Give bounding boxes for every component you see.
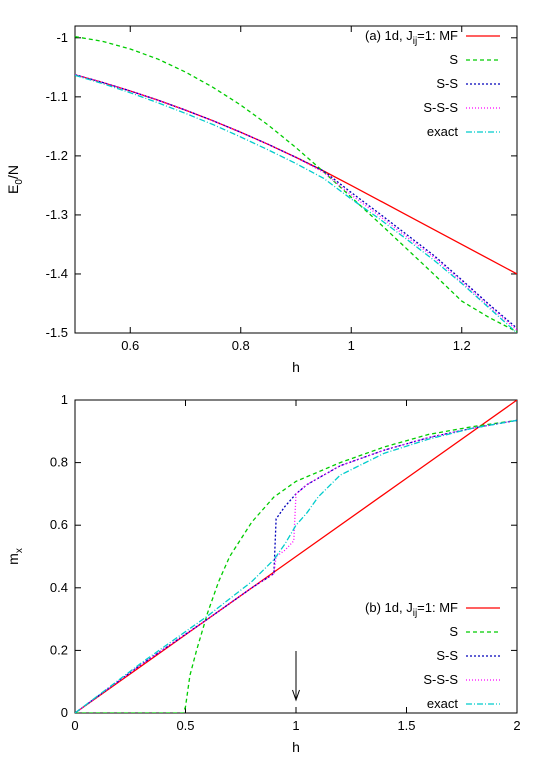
panel-a-energy-chart: 0.6 0.8 1 1.2 -1.5 -1.4 -1.3 -1.2 -1.1 -1 h E0/N (a)… xyxy=(5,25,518,375)
y-tick-label: -1.5 xyxy=(46,325,68,340)
legend-label: S-S xyxy=(436,76,458,91)
series-line-mf xyxy=(75,400,517,713)
y-axis-label: mx xyxy=(5,548,25,565)
x-tick-label: 2 xyxy=(513,718,520,733)
series-line-s-s xyxy=(75,74,517,329)
y-tick-label: -1.3 xyxy=(46,207,68,222)
series-line-s xyxy=(75,419,517,713)
series-group xyxy=(75,35,517,333)
x-tick-label: 0.8 xyxy=(232,338,250,353)
series-line-exact xyxy=(75,419,517,713)
y-tick-label: 0.4 xyxy=(50,580,68,595)
y-tick-label: 0.2 xyxy=(50,642,68,657)
series-line-exact xyxy=(75,74,517,333)
y-tick-label: -1.2 xyxy=(46,148,68,163)
x-tick-label: 1.5 xyxy=(397,718,415,733)
plot-frame xyxy=(74,25,518,334)
legend-label: exact xyxy=(427,696,458,711)
x-tick-label: 0.5 xyxy=(176,718,194,733)
legend-label: S-S xyxy=(436,648,458,663)
panel-b-magnetization-chart: 0 0.5 1 1.5 2 0 0.2 0.4 0.6 0.8 1 h mx (b) 1d, Jij=1:… xyxy=(5,392,521,755)
y-tick-label: 1 xyxy=(61,392,68,407)
series-line-s-s-s xyxy=(75,419,517,713)
legend-label: S-S-S xyxy=(423,672,458,687)
x-tick-label: 0.6 xyxy=(121,338,139,353)
y-tick-label: -1.1 xyxy=(46,89,68,104)
y-tick-label: 0.6 xyxy=(50,517,68,532)
x-axis-label: h xyxy=(292,359,300,375)
y-axis-label: E0/N xyxy=(5,165,25,194)
x-tick-label: 1.2 xyxy=(453,338,471,353)
x-tick-label: 0 xyxy=(71,718,78,733)
x-tick-label: 1 xyxy=(348,338,355,353)
series-group xyxy=(75,400,517,713)
arrow-head xyxy=(292,689,300,702)
y-tick-label: 0 xyxy=(61,705,68,720)
series-line-s xyxy=(75,35,517,333)
legend-label: (b) 1d, Jij=1: MF xyxy=(365,600,458,619)
y-tick-label: 0.8 xyxy=(50,455,68,470)
legend-label: (a) 1d, Jij=1: MF xyxy=(365,28,458,47)
x-axis-label: h xyxy=(292,739,300,755)
y-tick-label: -1.4 xyxy=(46,266,68,281)
x-tick-label: 1 xyxy=(292,718,299,733)
legend-label: exact xyxy=(427,124,458,139)
legend-label: S xyxy=(449,624,458,639)
legend-label: S-S-S xyxy=(423,100,458,115)
legend-label: S xyxy=(449,52,458,67)
y-tick-label: -1 xyxy=(56,30,68,45)
